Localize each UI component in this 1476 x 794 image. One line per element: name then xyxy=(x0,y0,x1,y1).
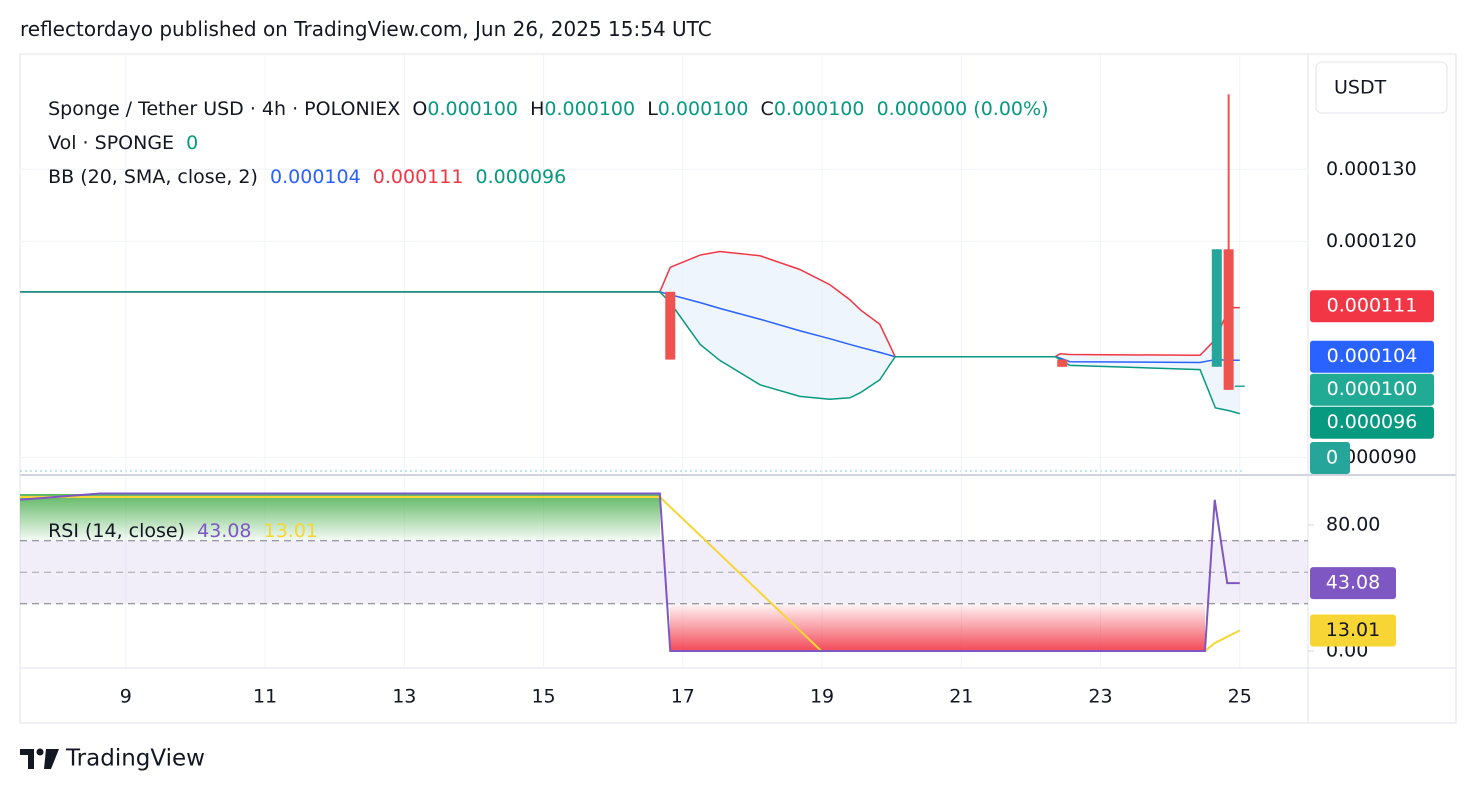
candle-body xyxy=(1057,359,1068,367)
rsi-badge-label: 43.08 xyxy=(1326,572,1380,594)
x-tick-label: 21 xyxy=(949,686,973,708)
candle-body xyxy=(1211,249,1222,367)
x-tick-label: 11 xyxy=(253,686,277,708)
x-tick-label: 17 xyxy=(671,686,695,708)
rsi-legend: RSI (14, close) 43.08 13.01 xyxy=(36,495,318,543)
rsi-line xyxy=(19,492,1240,652)
candle-body xyxy=(1234,385,1245,388)
logo-part xyxy=(44,749,59,769)
price-badge xyxy=(1310,340,1434,373)
rsi-name: RSI (14, close) xyxy=(48,520,186,542)
change: 0.000000 (0.00%) xyxy=(876,98,1049,120)
symbol: Sponge / Tether USD · 4h · POLONIEX xyxy=(48,98,401,120)
band-line xyxy=(20,291,1240,415)
price-badge-label: 0.000104 xyxy=(1327,345,1418,367)
band-line xyxy=(20,291,1240,364)
bb-value: 0.000111 xyxy=(372,166,464,188)
bb-legend: BB (20, SMA, close, 2) 0.000104 0.000111… xyxy=(36,141,566,189)
bb-value: 0.000104 xyxy=(270,166,361,188)
x-tick-label: 9 xyxy=(120,686,132,708)
overbought-fill xyxy=(20,494,660,541)
price-badge xyxy=(1310,290,1434,323)
ohlc-value: 0.000100 xyxy=(427,98,519,120)
ohlc-key: L xyxy=(647,98,658,120)
x-tick-label: 25 xyxy=(1228,686,1252,708)
y-tick-label: 0.000130 xyxy=(1326,158,1417,180)
y-tick-label: 80.00 xyxy=(1326,513,1380,535)
ohlc-value: 0.000100 xyxy=(773,98,865,120)
x-tick-label: 23 xyxy=(1088,686,1112,708)
x-tick-label: 15 xyxy=(531,686,555,708)
x-tick-label: 19 xyxy=(810,686,834,708)
candle-body xyxy=(665,291,676,360)
ohlc-value: 0.000100 xyxy=(657,98,749,120)
ohlc-key: C xyxy=(760,98,774,120)
volume-name: Vol · SPONGE xyxy=(48,132,175,154)
price-badge-label: 0.000100 xyxy=(1327,378,1418,400)
y-tick-label: 0.000120 xyxy=(1326,230,1417,252)
band-line xyxy=(20,250,1240,358)
currency-box xyxy=(1315,61,1448,114)
rsi-value: 13.01 xyxy=(263,520,319,542)
bb-value: 0.000096 xyxy=(475,166,567,188)
currency: USDT xyxy=(1334,77,1387,99)
logo-part xyxy=(36,748,44,756)
rsi-badge xyxy=(1310,614,1396,647)
price-badge-label: 0.000111 xyxy=(1327,295,1418,317)
price-badge xyxy=(1310,373,1434,406)
price-badge-label: 0.000096 xyxy=(1327,411,1418,433)
ohlc-value: 0.000100 xyxy=(544,98,636,120)
footer-brand: TradingView xyxy=(65,746,205,772)
symbol-legend: Sponge / Tether USD · 4h · POLONIEX O0.0… xyxy=(36,73,1048,121)
volume-legend: Vol · SPONGE 0 xyxy=(36,107,198,155)
rsi-badge xyxy=(1310,567,1396,600)
price-badge xyxy=(1310,406,1434,439)
rsi-value: 43.08 xyxy=(197,520,252,542)
candle-body xyxy=(1223,249,1234,390)
oversold-fill xyxy=(670,603,1205,651)
header: reflectordayo published on TradingView.c… xyxy=(20,17,712,41)
volume-badge xyxy=(1310,442,1350,474)
ohlc-key: O xyxy=(412,98,428,120)
bb-name: BB (20, SMA, close, 2) xyxy=(48,166,258,188)
volume-value: 0 xyxy=(186,132,199,154)
volume-badge-label: 0 xyxy=(1326,447,1338,469)
footer-logo xyxy=(20,748,59,769)
ohlc-key: H xyxy=(530,98,545,120)
logo-part xyxy=(20,749,34,769)
rsi-badge-label: 13.01 xyxy=(1326,619,1380,641)
x-tick-label: 13 xyxy=(392,686,416,708)
